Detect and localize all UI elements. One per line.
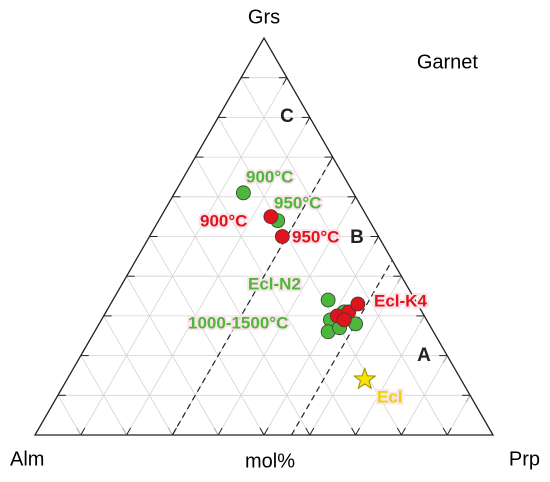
grid-line [149, 236, 265, 436]
grid-line [263, 236, 379, 436]
tick-mark [400, 427, 406, 436]
region-label: A [417, 345, 431, 366]
annotation: Ecl-N2 [248, 274, 301, 293]
grid-line [355, 315, 425, 436]
chart-title: Garnet [417, 51, 479, 73]
tick-mark [309, 427, 315, 436]
data-point [320, 292, 336, 308]
data-point [352, 366, 377, 390]
axis-label: mol% [245, 450, 295, 472]
tick-mark [263, 427, 269, 436]
tick-mark [351, 427, 357, 436]
tick-mark [351, 196, 357, 205]
grid-line [57, 395, 82, 436]
annotation: 950°C [274, 193, 321, 212]
data-point [263, 209, 279, 225]
vertex-label: Grs [248, 6, 280, 28]
vertex-label: Prp [509, 448, 540, 470]
region-label: C [280, 106, 294, 127]
triangle [33, 36, 495, 436]
annotation: 950°C [292, 227, 339, 246]
data-point [274, 229, 290, 244]
grid-line [103, 315, 173, 436]
grid-line [80, 77, 288, 436]
grid-line [194, 156, 356, 436]
annotation: 900°C [200, 211, 247, 230]
grid-line [240, 77, 448, 436]
grid-line [309, 276, 402, 436]
tick-mark [355, 427, 361, 436]
tick-mark [126, 427, 132, 436]
data-point [336, 312, 352, 328]
vertex-label: Alm [10, 448, 44, 470]
tick-mark [305, 427, 311, 436]
annotation: Ecl [377, 387, 403, 406]
tick-mark [259, 427, 265, 436]
region-label: B [350, 227, 364, 248]
grid-line [80, 355, 127, 436]
boundary-line [171, 156, 334, 436]
tick-mark [446, 427, 452, 436]
tick-mark [442, 427, 448, 436]
boundary-line [290, 260, 393, 436]
tick-mark [374, 236, 379, 244]
grid-line [126, 276, 219, 436]
tick-mark [396, 427, 402, 436]
annotation: 1000-1500°C [188, 313, 288, 332]
tick-mark [217, 427, 223, 436]
annotation: Ecl-K4 [374, 291, 427, 310]
tick-mark [80, 427, 86, 436]
tick-mark [305, 117, 311, 125]
grid-line [401, 355, 448, 436]
data-point [235, 185, 251, 201]
tick-mark [282, 77, 288, 85]
annotation: 900°C [246, 167, 293, 186]
data-point [350, 296, 366, 312]
